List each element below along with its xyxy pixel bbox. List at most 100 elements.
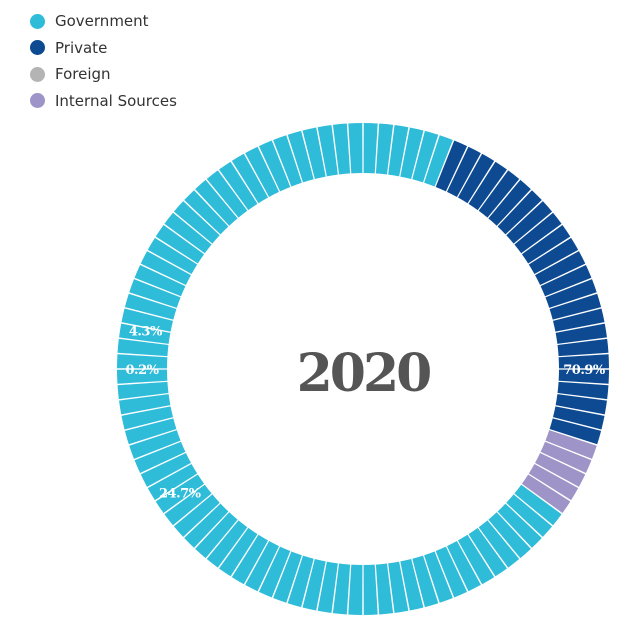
donut-block (129, 279, 181, 308)
slice-label-internal-sources: 4.3% (129, 325, 163, 340)
donut-block (129, 430, 181, 459)
donut-block (478, 170, 520, 218)
donut-block (117, 338, 169, 357)
legend-swatch-internal-sources (30, 93, 45, 109)
donut-segments (117, 123, 609, 615)
donut-block (558, 369, 609, 384)
donut-block (134, 264, 186, 297)
donut-block (155, 225, 205, 264)
donut-block (231, 153, 269, 204)
donut-block (457, 534, 495, 585)
donut-block (147, 463, 198, 501)
donut-block (219, 161, 258, 211)
donut-block (412, 130, 439, 183)
slice-label-private: 24.7% (159, 487, 202, 502)
donut-block (231, 534, 269, 585)
donut-block (552, 406, 605, 430)
donut-block (506, 494, 553, 537)
donut-block (302, 558, 326, 611)
donut-block (348, 564, 363, 615)
chart-legend: Government Private Foreign Internal Sour… (30, 8, 177, 114)
donut-block (375, 563, 394, 615)
donut-block (363, 564, 378, 615)
legend-item-foreign: Foreign (30, 61, 177, 88)
donut-block (124, 293, 177, 320)
donut-block (287, 555, 314, 608)
donut-block (558, 354, 609, 369)
donut-block (488, 179, 531, 226)
donut-block (468, 161, 507, 211)
donut-block (219, 527, 258, 577)
slice-labels: 70.9% 24.7% 0.2% 4.3% (126, 325, 607, 502)
donut-block (124, 418, 177, 445)
donut-block (258, 140, 291, 192)
donut-block (514, 212, 562, 254)
donut-block (184, 190, 229, 235)
legend-swatch-private (30, 40, 45, 56)
donut-block (140, 251, 191, 286)
donut-block (302, 127, 326, 180)
donut-block (140, 452, 191, 487)
donut-block (521, 225, 571, 264)
donut-block (555, 323, 607, 344)
donut-block (557, 381, 609, 400)
donut-block (488, 512, 531, 559)
donut-block (332, 123, 351, 175)
donut-block (549, 293, 602, 320)
donut-block (317, 125, 338, 177)
donut-block (435, 546, 468, 598)
donut-block (540, 264, 592, 297)
donut-block (497, 503, 542, 548)
legend-label-government: Government (55, 12, 149, 31)
donut-block (412, 555, 439, 608)
slice-label-government: 70.9% (563, 363, 606, 378)
donut-block (173, 201, 220, 244)
donut-block (147, 237, 198, 275)
legend-label-internal-sources: Internal Sources (55, 91, 177, 110)
donut-block (552, 308, 605, 332)
donut-block (363, 123, 378, 174)
donut-block (400, 127, 424, 180)
donut-block (273, 551, 302, 603)
legend-swatch-foreign (30, 66, 45, 82)
donut-block (545, 279, 597, 308)
donut-block (457, 153, 495, 204)
donut-block (206, 170, 248, 218)
donut-block (549, 418, 602, 445)
donut-block (435, 140, 468, 192)
donut-block (375, 123, 394, 175)
donut-block (545, 430, 597, 459)
legend-item-government: Government (30, 8, 177, 35)
donut-block (134, 441, 186, 474)
legend-item-internal-sources: Internal Sources (30, 88, 177, 115)
donut-block (497, 190, 542, 235)
donut-block (348, 123, 363, 174)
donut-block (424, 135, 453, 187)
donut-block (535, 251, 586, 286)
donut-block (528, 463, 579, 501)
donut-block (164, 484, 212, 526)
donut-block (258, 546, 291, 598)
donut-block (388, 125, 409, 177)
legend-label-foreign: Foreign (55, 65, 111, 84)
donut-block (468, 527, 507, 577)
donut-block (117, 381, 169, 400)
donut-block (400, 558, 424, 611)
legend-item-private: Private (30, 35, 177, 62)
donut-block (557, 338, 609, 357)
donut-block (173, 494, 220, 537)
legend-swatch-government (30, 13, 45, 29)
donut-block (121, 406, 174, 430)
donut-block (117, 354, 168, 369)
donut-block (446, 146, 481, 197)
donut-block (388, 561, 409, 613)
donut-block (287, 130, 314, 183)
donut-block (528, 237, 579, 275)
donut-block (521, 474, 571, 513)
donut-block (119, 394, 171, 415)
donut-block (446, 541, 481, 592)
donut-block (514, 484, 562, 526)
donut-block (317, 561, 338, 613)
donut-block (206, 520, 248, 568)
